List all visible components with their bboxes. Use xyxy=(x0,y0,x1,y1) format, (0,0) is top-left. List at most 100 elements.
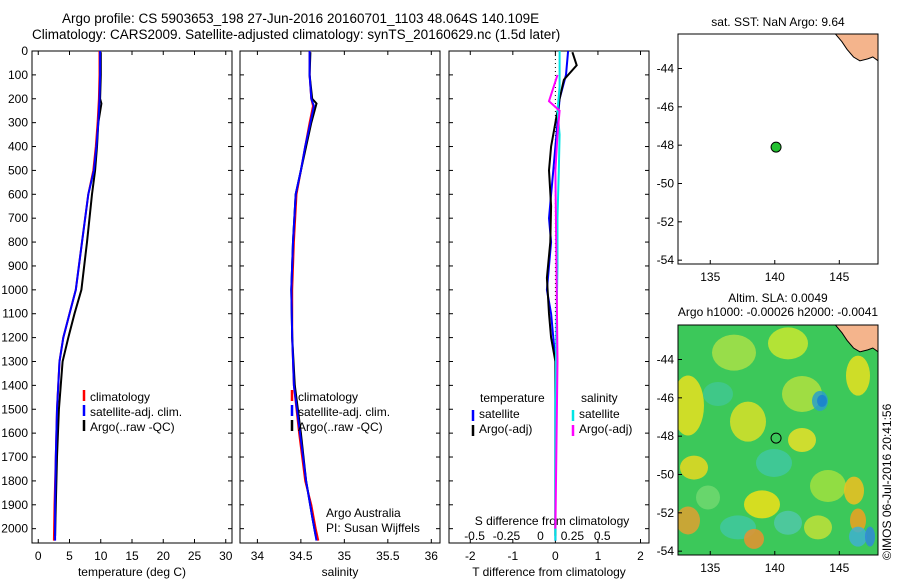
x-tick-label: 34 xyxy=(251,549,265,563)
y-tick-label: 1400 xyxy=(1,378,28,392)
y-tick-label: -52 xyxy=(657,215,675,229)
series-satellite xyxy=(290,51,318,541)
x-axis-label: temperature (deg C) xyxy=(78,565,186,579)
sla-anomaly-patch xyxy=(712,334,756,371)
y-tick-label: 600 xyxy=(8,187,28,201)
map-frame xyxy=(677,33,879,265)
secondary-tick-label: 0.5 xyxy=(594,529,611,543)
map-sla-title-1: Altim. SLA: 0.0049 xyxy=(728,291,828,305)
secondary-tick-label: 0 xyxy=(537,529,544,543)
x-tick-label: 10 xyxy=(94,549,108,563)
map-sla-title-2: Argo h1000: -0.00026 h2000: -0.0041 xyxy=(678,305,878,319)
series-argo xyxy=(54,52,103,536)
x-tick-label: 140 xyxy=(765,270,785,284)
y-tick-label: 1500 xyxy=(1,402,28,416)
sla-anomaly-patch xyxy=(844,476,864,505)
y-tick-label: 900 xyxy=(8,259,28,273)
map-sla: 135 140 145 -44 -46 -48 -50 -52 -54 xyxy=(657,324,879,575)
land-tasmania xyxy=(834,325,878,353)
y-tick-label: 400 xyxy=(8,140,28,154)
sla-anomaly-patch xyxy=(768,327,808,360)
x-tick-label: 2 xyxy=(637,549,644,563)
x-tick-label: 15 xyxy=(125,549,139,563)
y-tick-label: -54 xyxy=(657,253,675,267)
y-tick-label: 1800 xyxy=(1,474,28,488)
y-tick-label: 800 xyxy=(8,235,28,249)
x-tick-label: 25 xyxy=(188,549,202,563)
argo-float-marker xyxy=(770,141,782,153)
sla-anomaly-patch xyxy=(774,510,802,535)
y-tick-label: 2000 xyxy=(1,522,28,536)
y-tick-label: 1700 xyxy=(1,450,28,464)
y-tick-label: -54 xyxy=(657,544,675,558)
sla-anomaly-patch xyxy=(804,515,832,540)
sla-anomaly-patch xyxy=(865,526,875,547)
x-tick-label: 145 xyxy=(829,270,849,284)
sla-anomaly-patch xyxy=(678,506,700,535)
legend-label: Argo(-adj) xyxy=(579,422,632,436)
y-tick-label: 500 xyxy=(8,163,28,177)
legend-label: Argo(..raw -QC) xyxy=(90,420,175,434)
y-tick-label: -48 xyxy=(657,138,675,152)
sla-anomaly-patch xyxy=(756,449,792,477)
series-s-argo xyxy=(547,74,561,529)
series-t-argo xyxy=(545,51,578,536)
y-tick-label: -46 xyxy=(657,391,675,405)
x-tick-label: 0 xyxy=(35,549,42,563)
plot-frame xyxy=(239,50,441,544)
series-s-satellite xyxy=(554,51,561,541)
y-tick-label: 1000 xyxy=(1,283,28,297)
sla-anomaly-patch xyxy=(849,526,867,547)
legend-label: satellite-adj. clim. xyxy=(90,405,182,419)
title-line-1: Argo profile: CS 5903653_198 27-Jun-2016… xyxy=(62,11,540,26)
secondary-tick-label: -0.5 xyxy=(464,529,485,543)
legend-label: satellite xyxy=(579,407,620,421)
legend-label: Argo(..raw -QC) xyxy=(298,420,383,434)
map-sst-title: sat. SST: NaN Argo: 9.64 xyxy=(711,15,845,29)
sla-anomaly-patch xyxy=(680,455,708,480)
series-satellite xyxy=(54,51,102,541)
y-tick-label: 1100 xyxy=(2,307,28,321)
legend-label: climatology xyxy=(90,390,150,404)
y-tick-label: 200 xyxy=(8,92,28,106)
sla-anomaly-patch xyxy=(696,485,720,510)
x-tick-label: 5 xyxy=(66,549,73,563)
x-tick-label: 135 xyxy=(700,270,720,284)
panel-difference: -2 -1 0 1 2 T difference from climatology S di… xyxy=(448,50,650,579)
sla-anomaly-patch xyxy=(846,355,870,396)
title-line-2: Climatology: CARS2009. Satellite-adjuste… xyxy=(32,27,561,42)
sla-anomaly-patch xyxy=(703,382,733,406)
sla-field xyxy=(678,327,875,549)
timestamp-stamp: ©IMOS 06-Jul-2016 20:41:56 xyxy=(880,403,894,560)
x-tick-label: 34.5 xyxy=(289,549,313,563)
x-tick-label: 36 xyxy=(425,549,439,563)
sla-anomaly-patch xyxy=(782,376,822,412)
y-tick-label: 300 xyxy=(8,116,28,130)
x-tick-label: 135 xyxy=(700,561,720,575)
y-tick-label: -50 xyxy=(657,177,675,191)
sla-anomaly-patch xyxy=(810,470,846,502)
argo-float-marker xyxy=(770,432,782,444)
annotation-institution: Argo Australia xyxy=(326,506,401,520)
legend-title-salinity: salinity xyxy=(581,391,618,405)
y-tick-label: 1200 xyxy=(1,331,28,345)
y-tick-label: 1300 xyxy=(1,354,28,368)
y-tick-label: 0 xyxy=(21,44,28,58)
map-sst: 135 140 145 -44 -46 -48 -50 -52 -54 xyxy=(657,33,879,284)
secondary-tick-label: -0.25 xyxy=(493,529,521,543)
y-tick-label: -50 xyxy=(657,468,675,482)
y-tick-label: 100 xyxy=(8,68,28,82)
y-tick-label: -48 xyxy=(657,429,675,443)
land-tasmania xyxy=(834,34,878,62)
x-tick-label: 35 xyxy=(338,549,352,563)
y-tick-label: -46 xyxy=(657,100,675,114)
x-tick-label: 0 xyxy=(552,549,559,563)
panel-temperature: 0 5 10 15 20 25 300100200300400500600700800900… xyxy=(1,44,232,579)
map-frame xyxy=(677,324,879,556)
sla-anomaly-patch xyxy=(788,428,816,452)
x-tick-label: 30 xyxy=(219,549,233,563)
sla-anomaly-patch xyxy=(850,508,866,533)
x-tick-label: 140 xyxy=(765,561,785,575)
y-tick-label: 700 xyxy=(8,211,28,225)
